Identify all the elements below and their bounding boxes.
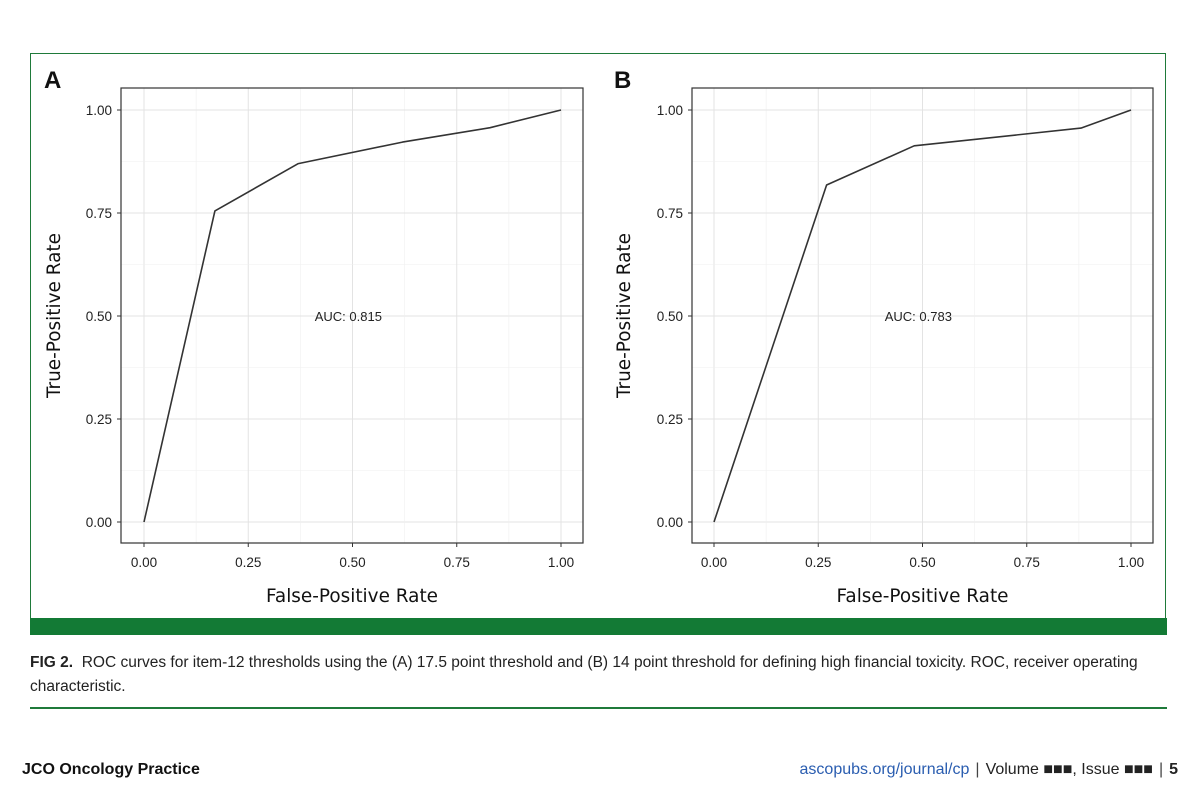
y-axis-label: True-Positive Rate [613, 233, 635, 399]
roc-curve-line [143, 109, 562, 523]
footer-right: ascopubs.org/journal/cp | Volume ■■■, Issu… [800, 761, 1178, 779]
panel-label: A [44, 67, 61, 94]
caption-rule [30, 707, 1167, 709]
panel-label: B [614, 67, 631, 94]
footer-journal: JCO Oncology Practice [22, 761, 200, 778]
x-tick-label: 0.00 [701, 555, 727, 570]
x-tick-label: 0.00 [131, 555, 157, 570]
roc-panel-b: 0.00 0.25 0.50 0.75 1.00 0.00 0.25 0.50 0.75 1.00… [613, 67, 1154, 607]
x-tick-label: 0.50 [909, 555, 935, 570]
y-tick-label: 0.25 [86, 412, 112, 427]
x-tick-label: 1.00 [1118, 555, 1144, 570]
caption-label: FIG 2. [30, 654, 74, 671]
x-tick-label: 0.75 [444, 555, 470, 570]
caption-text: ROC curves for item-12 thresholds using … [30, 654, 1138, 695]
figure-green-bar [30, 618, 1167, 635]
footer-volume: Volume ■■■, Issue ■■■ [985, 761, 1153, 778]
y-tick-label: 1.00 [657, 103, 683, 118]
x-tick-label: 0.75 [1014, 555, 1040, 570]
y-tick-label: 0.50 [86, 309, 112, 324]
y-tick-label: 1.00 [86, 103, 112, 118]
roc-curve-line [713, 109, 1132, 523]
x-tick-label: 1.00 [548, 555, 574, 570]
y-tick-label: 0.00 [657, 515, 683, 530]
x-tick-label: 0.25 [235, 555, 261, 570]
y-tick-label: 0.75 [86, 206, 112, 221]
footer-separator: | [975, 761, 980, 778]
roc-panel-a: 0.00 0.25 0.50 0.75 1.00 0.00 0.25 0.50 0.75 1.00… [43, 67, 584, 607]
figure-caption: FIG 2. ROC curves for item-12 thresholds… [30, 651, 1170, 699]
footer-url-link[interactable]: ascopubs.org/journal/cp [799, 761, 970, 778]
y-tick-label: 0.25 [657, 412, 683, 427]
x-axis-label: False-Positive Rate [266, 585, 438, 607]
auc-annotation: AUC: 0.783 [885, 309, 952, 324]
y-tick-label: 0.00 [86, 515, 112, 530]
auc-annotation: AUC: 0.815 [315, 309, 382, 324]
roc-figure: 0.00 0.25 0.50 0.75 1.00 0.00 0.25 0.50 0.75 1.00… [43, 67, 1154, 607]
y-axis-label: True-Positive Rate [43, 233, 65, 399]
y-tick-label: 0.50 [657, 309, 683, 324]
x-axis-label: False-Positive Rate [837, 585, 1009, 607]
x-tick-label: 0.25 [805, 555, 831, 570]
x-tick-label: 0.50 [339, 555, 365, 570]
y-tick-label: 0.75 [657, 206, 683, 221]
footer-page-number: 5 [1169, 761, 1178, 778]
footer-separator: | [1158, 761, 1164, 778]
